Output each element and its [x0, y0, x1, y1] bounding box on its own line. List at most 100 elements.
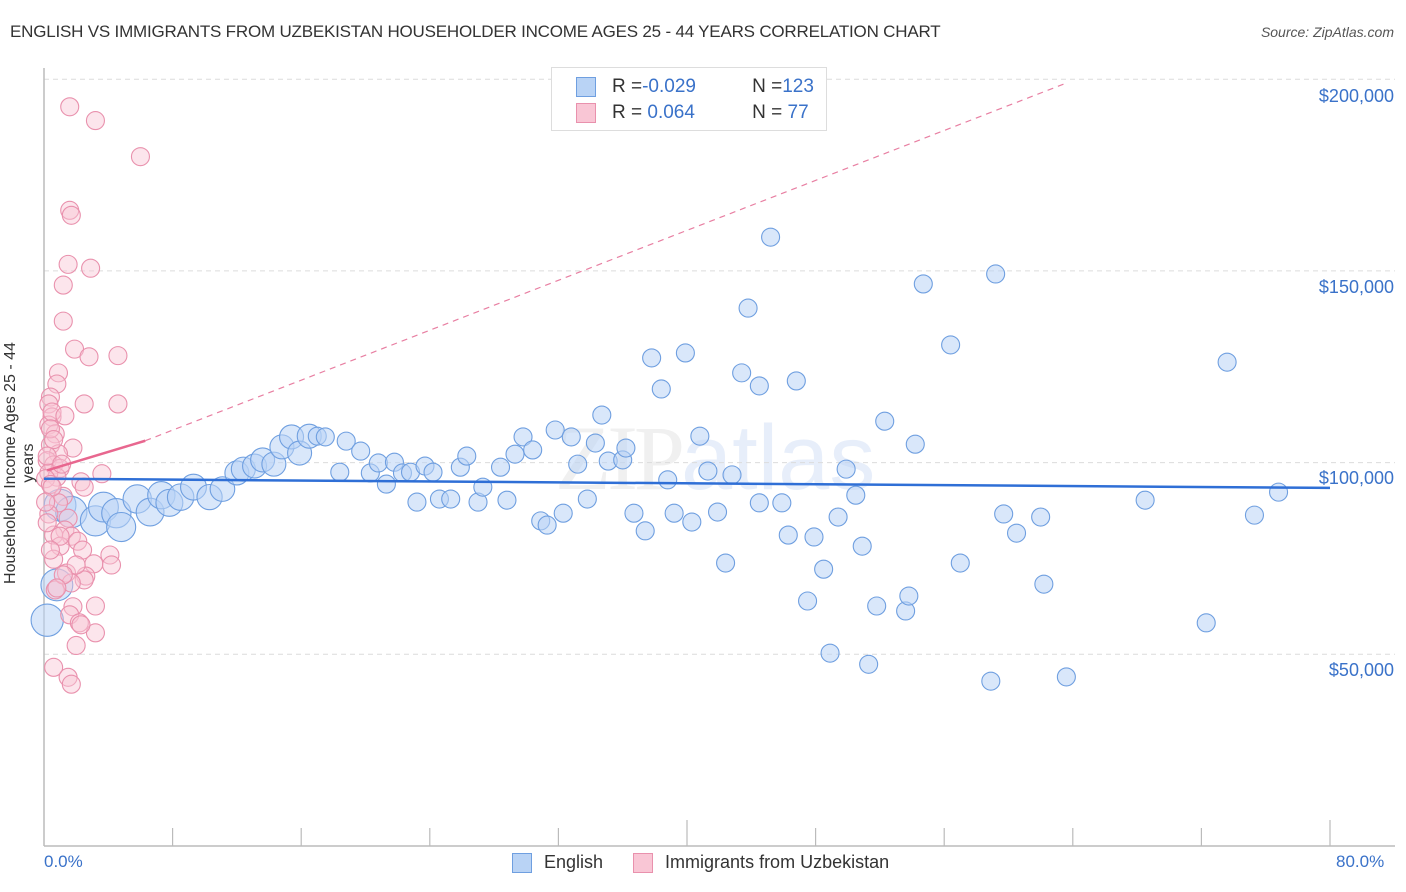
data-point	[913, 274, 933, 294]
data-point	[336, 431, 356, 451]
data-point	[682, 512, 702, 532]
data-point	[716, 553, 736, 573]
data-point	[61, 573, 81, 593]
data-point	[624, 503, 644, 523]
y-tick-200000: $200,000	[1318, 86, 1394, 106]
uzbekistan-swatch-icon	[576, 103, 596, 123]
y-axis-label: Householder Income Ages 25 - 44 years	[2, 342, 37, 584]
data-point	[42, 402, 62, 422]
data-point	[101, 555, 122, 575]
y-tick-150000: $150,000	[1318, 277, 1394, 297]
data-point	[441, 489, 461, 509]
data-point	[58, 508, 78, 528]
data-point	[106, 511, 137, 543]
data-point	[761, 227, 781, 247]
uzbekistan-legend-swatch-icon	[633, 852, 654, 873]
data-point	[56, 563, 77, 583]
data-point	[561, 427, 581, 447]
data-point	[1056, 667, 1076, 687]
data-point	[30, 603, 64, 637]
data-point	[130, 147, 150, 167]
data-point	[899, 586, 919, 606]
data-point	[749, 376, 769, 396]
data-point	[37, 446, 57, 466]
data-point	[71, 472, 91, 492]
x-tick-max: 80.0%	[1336, 852, 1385, 871]
data-point	[497, 490, 517, 510]
source-label: Source: ZipAtlas.com	[1260, 24, 1394, 40]
data-point	[71, 615, 91, 635]
data-point	[798, 591, 818, 611]
data-point	[63, 438, 83, 458]
data-point	[553, 503, 573, 523]
data-point	[867, 596, 887, 616]
data-point	[651, 379, 671, 399]
data-point	[675, 343, 695, 363]
english-trend-line	[43, 477, 1331, 490]
data-point	[53, 311, 73, 331]
data-point	[55, 406, 75, 426]
data-point	[859, 654, 879, 674]
data-point	[74, 477, 94, 497]
data-point	[66, 635, 86, 656]
data-point	[1269, 482, 1289, 502]
data-point	[986, 264, 1006, 284]
data-point	[1196, 613, 1216, 633]
data-point	[407, 492, 427, 512]
data-point	[74, 394, 94, 414]
data-point	[108, 394, 128, 414]
data-point	[85, 623, 105, 643]
data-point	[61, 205, 81, 225]
data-point	[1034, 574, 1054, 594]
data-point	[1031, 507, 1051, 527]
data-point	[537, 515, 557, 535]
data-point	[994, 504, 1014, 524]
data-point	[1135, 490, 1155, 510]
data-point	[490, 457, 511, 477]
data-point	[707, 502, 728, 522]
data-point	[828, 507, 848, 527]
data-point	[585, 433, 605, 453]
data-point	[941, 335, 961, 355]
uzbekistan-r-value: 0.064	[642, 102, 695, 123]
data-point	[423, 462, 443, 482]
data-point	[209, 476, 236, 502]
data-point	[836, 459, 856, 479]
data-point	[40, 419, 60, 439]
english-legend-swatch-icon	[512, 852, 532, 873]
uzbekistan-trend-line	[46, 439, 146, 472]
data-point	[315, 427, 335, 447]
data-point	[545, 420, 565, 440]
data-point	[820, 643, 840, 663]
data-point	[457, 446, 477, 466]
data-point	[37, 513, 57, 533]
data-point	[79, 347, 99, 367]
data-point	[53, 275, 73, 295]
data-point	[351, 441, 371, 461]
data-point	[1244, 505, 1264, 525]
data-point	[44, 430, 64, 450]
data-point	[698, 461, 718, 481]
data-point	[58, 254, 78, 274]
data-point	[592, 405, 612, 425]
data-point	[376, 474, 396, 494]
data-point	[81, 258, 101, 278]
legend-item-english[interactable]: English	[512, 852, 603, 873]
data-point	[513, 427, 533, 447]
data-point	[778, 525, 798, 545]
data-point	[60, 97, 80, 117]
x-tick-min: 0.0%	[44, 852, 83, 871]
data-point	[981, 671, 1001, 691]
legend-item-uzbekistan[interactable]: Immigrants from Uzbekistan	[633, 852, 889, 873]
data-point	[738, 298, 758, 318]
y-tick-50000: $50,000	[1328, 660, 1394, 680]
data-point	[905, 434, 925, 454]
data-point	[505, 444, 525, 464]
uzbekistan-trend-extension	[145, 82, 1067, 442]
data-point	[658, 470, 678, 490]
english-swatch-icon	[576, 77, 596, 97]
data-point	[722, 465, 742, 485]
data-point	[846, 485, 866, 505]
data-point	[330, 462, 350, 482]
data-point	[1006, 523, 1027, 543]
